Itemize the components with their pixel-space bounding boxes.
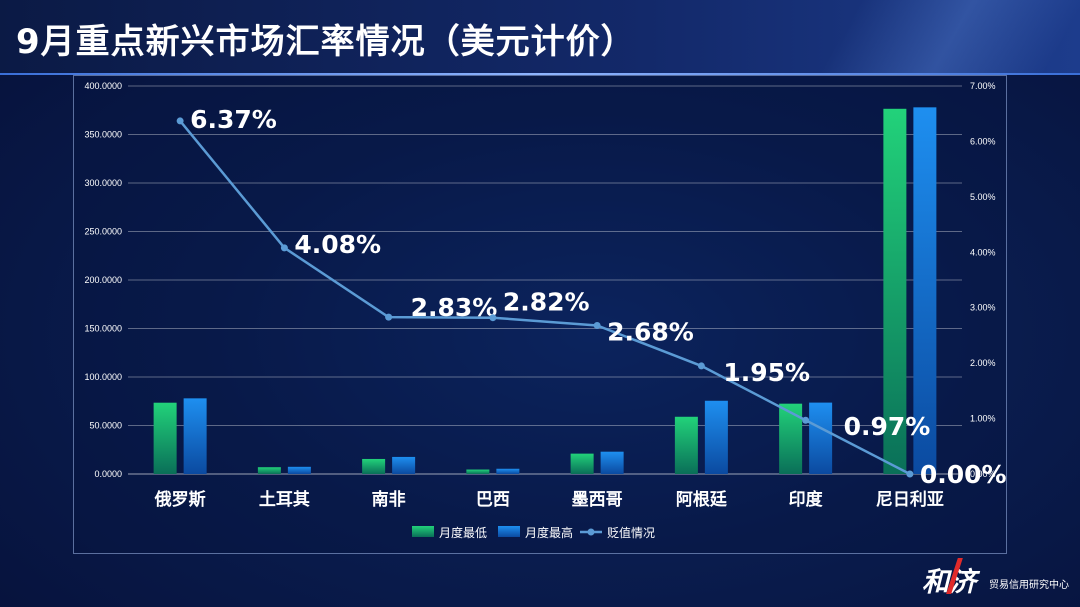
legend: 月度最低 月度最高 贬值情况: [412, 525, 655, 540]
bar-monthly-low: [257, 467, 281, 474]
category-label: 俄罗斯: [154, 489, 206, 510]
bar-monthly-high: [183, 398, 207, 474]
bar-monthly-low: [674, 416, 698, 474]
left-axis: 0.0000 50.0000 100.0000 150.0000 200.0000 250…: [84, 81, 122, 479]
category-label: 墨西哥: [572, 490, 623, 510]
bar-monthly-high: [392, 456, 416, 474]
right-axis: 0.00% 1.00% 2.00% 3.00% 4.00% 5.00% 6.00% 7.00%: [970, 81, 996, 479]
left-axis-tick: 100.0000: [84, 372, 122, 382]
category-label: 土耳其: [259, 489, 310, 510]
category-label: 印度: [789, 489, 824, 510]
logo-subtitle: 贸易信用研究中心: [989, 580, 1069, 591]
bar-monthly-low: [779, 403, 803, 474]
bar-monthly-low: [153, 402, 177, 474]
left-axis-tick: 200.0000: [84, 275, 122, 285]
depreciation-point: [385, 313, 393, 321]
depreciation-data-label: 0.97%: [844, 412, 931, 441]
depreciation-data-label: 2.68%: [607, 317, 694, 346]
bar-monthly-low: [362, 458, 386, 474]
depreciation-point: [802, 416, 810, 424]
left-axis-tick: 150.0000: [84, 324, 122, 334]
bar-monthly-high: [287, 466, 311, 474]
depreciation-data-label: 2.82%: [503, 288, 590, 317]
depreciation-point: [697, 362, 705, 370]
category-label: 尼日利亚: [876, 489, 944, 510]
bar-monthly-low: [466, 469, 490, 474]
gridlines: [128, 85, 962, 475]
left-axis-tick: 250.0000: [84, 227, 122, 237]
right-axis-tick: 1.00%: [970, 414, 996, 424]
left-axis-tick: 400.0000: [84, 81, 122, 91]
depreciation-point: [176, 117, 184, 125]
legend-line-marker: [587, 528, 595, 536]
bar-monthly-high: [913, 107, 937, 474]
depreciation-data-label: 1.95%: [723, 358, 810, 387]
right-axis-tick: 3.00%: [970, 303, 996, 313]
category-label: 巴西: [476, 490, 510, 510]
bar-monthly-high: [809, 402, 833, 474]
right-axis-tick: 6.00%: [970, 136, 996, 146]
legend-label: 月度最高: [525, 525, 573, 540]
depreciation-line-path: [179, 120, 911, 476]
bar-monthly-low: [883, 108, 907, 475]
title-underline: [0, 73, 1080, 75]
bar-monthly-low: [570, 453, 594, 474]
category-label: 南非: [372, 489, 406, 510]
depreciation-point: [906, 470, 914, 478]
legend-label: 贬值情况: [607, 525, 655, 540]
depreciation-data-label: 4.08%: [294, 230, 381, 259]
left-axis-tick: 0.0000: [94, 469, 122, 479]
title-bar-highlight: [750, 0, 1080, 75]
legend-swatch: [498, 526, 520, 537]
right-axis-tick: 4.00%: [970, 247, 996, 257]
bars: [153, 107, 937, 475]
title-bar: 9月重点新兴市场汇率情况（美元计价）: [0, 0, 1080, 75]
depreciation-point: [593, 321, 601, 329]
legend-swatch: [412, 526, 434, 537]
left-axis-tick: 300.0000: [84, 178, 122, 188]
right-axis-tick: 0.00%: [970, 469, 996, 479]
bar-monthly-high: [704, 400, 728, 474]
depreciation-data-label: 0.00%: [920, 460, 1007, 489]
depreciation-line: 6.37% 4.08% 2.83% 2.82% 2.68% 1.95% 0.97% 0.00%: [176, 105, 1007, 489]
depreciation-point: [280, 244, 288, 252]
depreciation-data-label: 2.83%: [411, 293, 498, 322]
right-axis-tick: 5.00%: [970, 192, 996, 202]
page-title: 9月重点新兴市场汇率情况（美元计价）: [16, 22, 636, 62]
right-axis-tick: 2.00%: [970, 358, 996, 368]
depreciation-point: [489, 314, 497, 322]
bar-monthly-high: [496, 468, 520, 474]
left-axis-tick: 350.0000: [84, 130, 122, 140]
category-labels: 俄罗斯 土耳其 南非 巴西 墨西哥 阿根廷 印度 尼日利亚: [154, 489, 944, 510]
category-label: 阿根廷: [676, 489, 728, 510]
left-axis-tick: 50.0000: [89, 421, 122, 431]
right-axis-tick: 7.00%: [970, 81, 996, 91]
depreciation-data-label: 6.37%: [190, 105, 277, 134]
legend-label: 月度最低: [439, 525, 487, 540]
bar-monthly-high: [600, 451, 624, 474]
brand-logo: 和济 贸易信用研究中心: [922, 556, 1072, 600]
